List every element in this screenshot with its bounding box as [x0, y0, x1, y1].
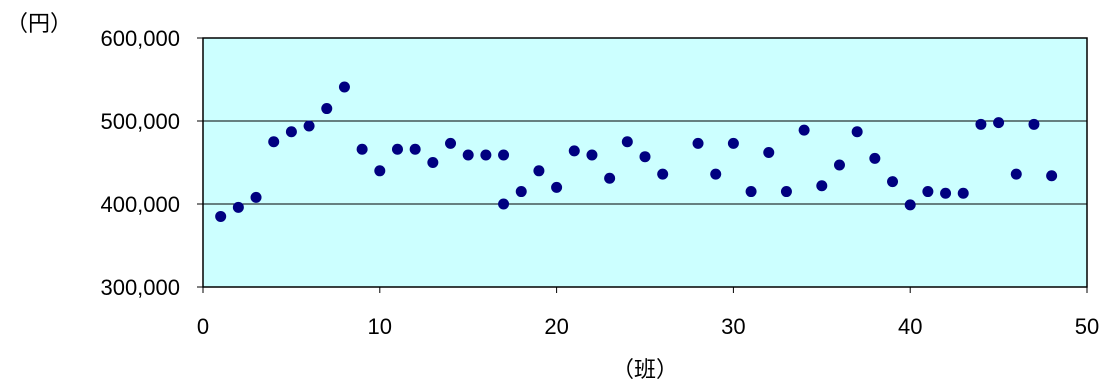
x-axis-tick-labels: 0 10 20 30 40 50: [197, 287, 1099, 339]
data-point: [957, 187, 969, 199]
data-point: [551, 181, 563, 193]
data-point: [303, 120, 315, 132]
data-point: [763, 147, 775, 159]
data-point: [833, 159, 845, 171]
data-point: [621, 136, 633, 148]
data-point: [1028, 118, 1040, 130]
data-point: [745, 186, 757, 198]
y-axis-tick-labels: 300,000 400,000 500,000 600,000: [100, 26, 203, 300]
data-point: [285, 126, 297, 138]
x-tick-label: 10: [368, 314, 392, 339]
data-point: [816, 180, 828, 192]
data-point: [391, 143, 403, 155]
data-point: [568, 145, 580, 157]
data-point: [639, 151, 651, 163]
data-point: [480, 149, 492, 161]
data-point: [851, 126, 863, 138]
data-point: [250, 191, 262, 203]
data-point: [215, 210, 227, 222]
data-point: [338, 81, 350, 93]
x-tick-label: 40: [898, 314, 922, 339]
x-tick-label: 50: [1075, 314, 1099, 339]
x-tick-label: 20: [544, 314, 568, 339]
data-point: [586, 149, 598, 161]
data-point: [887, 176, 899, 188]
data-point: [445, 137, 457, 149]
data-point: [780, 186, 792, 198]
data-point: [232, 201, 244, 213]
data-point: [798, 124, 810, 136]
data-points: [215, 81, 1058, 222]
data-point: [657, 168, 669, 180]
data-point: [869, 152, 881, 164]
plot-area: [202, 37, 1088, 288]
data-point: [462, 149, 474, 161]
data-point: [515, 186, 527, 198]
y-tick-label: 500,000: [100, 109, 180, 134]
data-point: [427, 157, 439, 168]
data-point: [1010, 168, 1022, 180]
data-point: [904, 199, 916, 211]
data-point: [498, 149, 510, 161]
y-tick-label: 300,000: [100, 275, 180, 300]
data-point: [975, 118, 987, 130]
data-point: [374, 165, 386, 177]
x-tick-label: 0: [197, 314, 209, 339]
data-point: [692, 137, 704, 149]
data-point: [356, 143, 368, 155]
data-point: [1046, 170, 1058, 182]
y-axis-unit-label: （円）: [6, 12, 72, 37]
data-point: [727, 137, 739, 149]
data-point: [409, 143, 421, 155]
data-point: [321, 103, 333, 115]
y-tick-label: 600,000: [100, 26, 180, 51]
data-point: [993, 117, 1005, 129]
data-point: [922, 186, 934, 198]
x-tick-label: 30: [721, 314, 745, 339]
data-point: [940, 187, 952, 199]
data-point: [604, 172, 616, 184]
gridlines: [203, 120, 1087, 205]
data-point: [498, 198, 510, 210]
data-point: [268, 136, 280, 148]
data-point: [533, 165, 545, 177]
x-axis-unit-label: （班）: [612, 358, 678, 383]
y-tick-label: 400,000: [100, 192, 180, 217]
data-point: [710, 168, 722, 180]
